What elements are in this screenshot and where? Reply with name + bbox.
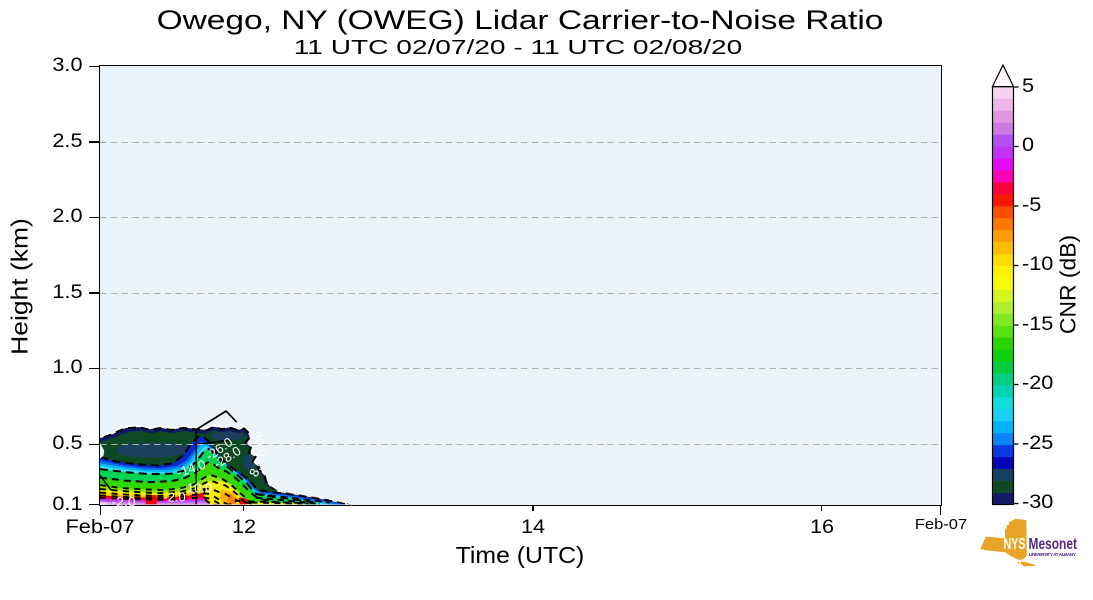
svg-text:Mesonet: Mesonet bbox=[1029, 536, 1078, 553]
svg-text:NYS: NYS bbox=[1004, 536, 1026, 553]
svg-text:UNIVERSITY AT ALBANY: UNIVERSITY AT ALBANY bbox=[1029, 552, 1077, 558]
svg-text:10.0: 10.0 bbox=[187, 481, 212, 496]
svg-text:-2.0: -2.0 bbox=[164, 490, 186, 505]
svg-text:-2.0: -2.0 bbox=[112, 494, 136, 510]
svg-text:8.0: 8.0 bbox=[246, 457, 267, 480]
